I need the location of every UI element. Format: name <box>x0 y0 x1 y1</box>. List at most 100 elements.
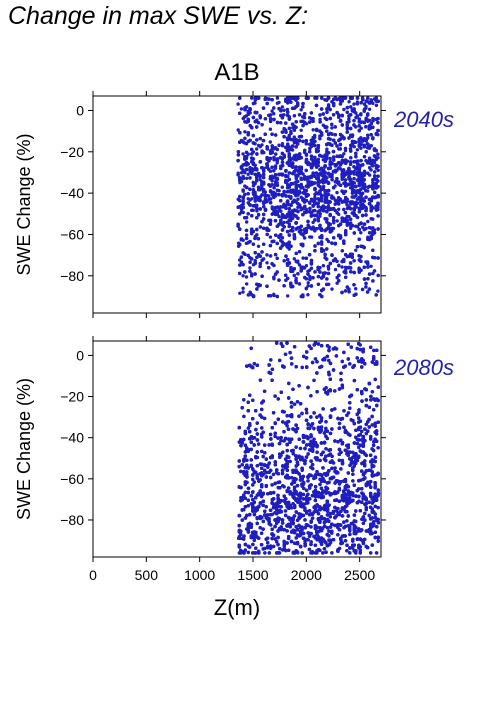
data-point <box>337 113 341 117</box>
data-point <box>291 138 295 142</box>
data-point <box>272 195 276 199</box>
data-point <box>311 119 315 123</box>
data-point <box>320 294 324 299</box>
data-point <box>308 235 312 239</box>
data-point <box>294 183 298 187</box>
data-point <box>285 261 290 266</box>
data-point <box>309 154 314 158</box>
data-point <box>258 207 262 211</box>
data-point <box>342 207 346 212</box>
data-point <box>376 227 380 231</box>
data-point <box>352 211 356 216</box>
data-point <box>294 280 298 285</box>
data-point <box>287 148 291 152</box>
y-tick-label: −20 <box>60 144 84 160</box>
data-point <box>369 264 373 268</box>
data-point <box>250 274 254 278</box>
data-point <box>335 190 339 195</box>
data-point <box>287 233 291 237</box>
data-point <box>253 96 257 100</box>
data-point <box>309 211 314 216</box>
data-point <box>352 202 356 206</box>
data-point <box>308 277 312 282</box>
data-point <box>239 255 244 259</box>
data-point <box>284 145 288 150</box>
data-point <box>263 193 267 198</box>
data-point <box>246 172 250 176</box>
data-point <box>323 155 327 159</box>
data-point <box>277 143 281 147</box>
data-point <box>301 243 305 248</box>
data-point <box>287 117 292 121</box>
data-point <box>326 204 331 209</box>
data-point <box>367 202 372 206</box>
data-point <box>323 159 327 163</box>
data-point <box>321 112 325 116</box>
data-point <box>303 231 307 235</box>
data-point <box>273 252 278 257</box>
data-point <box>304 157 309 162</box>
data-point <box>355 245 360 249</box>
data-point <box>243 270 247 274</box>
period-label: 2040s <box>393 107 454 132</box>
data-point <box>297 250 302 254</box>
data-point <box>297 229 302 234</box>
data-point <box>262 188 266 192</box>
data-point <box>357 270 361 274</box>
data-point <box>338 147 342 151</box>
data-point <box>297 263 302 267</box>
data-point <box>248 260 252 264</box>
data-point <box>292 128 297 132</box>
data-point <box>268 254 273 258</box>
data-point <box>284 169 288 173</box>
data-point <box>306 269 310 273</box>
data-point <box>261 138 266 143</box>
data-point <box>352 206 356 210</box>
data-point <box>328 156 332 161</box>
data-point <box>318 167 322 172</box>
data-point <box>238 111 242 115</box>
data-point <box>239 107 244 111</box>
data-point <box>313 174 317 178</box>
data-point <box>296 168 300 173</box>
data-point <box>278 205 283 209</box>
data-point <box>287 126 292 130</box>
data-point <box>352 102 356 106</box>
data-point <box>265 155 269 160</box>
data-point <box>265 165 269 169</box>
data-point <box>344 196 348 200</box>
data-point <box>289 163 293 167</box>
data-point <box>285 245 290 249</box>
data-point <box>327 188 331 193</box>
data-point <box>332 155 336 159</box>
data-point <box>263 207 268 212</box>
data-point <box>345 110 349 115</box>
data-point <box>345 123 349 127</box>
data-point <box>347 120 351 124</box>
data-point <box>362 245 366 250</box>
data-point <box>275 176 279 181</box>
data-point <box>253 172 257 177</box>
data-point <box>316 241 320 246</box>
data-point <box>250 208 254 212</box>
data-point <box>301 293 305 297</box>
data-point <box>371 180 375 185</box>
data-point <box>371 232 375 236</box>
data-point <box>260 274 264 278</box>
data-point <box>352 140 356 145</box>
data-point <box>237 241 241 245</box>
data-point <box>319 240 324 244</box>
data-point <box>350 144 355 148</box>
data-point <box>279 220 283 224</box>
data-point <box>318 235 322 239</box>
data-point <box>374 103 379 108</box>
data-point <box>330 122 334 127</box>
data-point <box>316 274 321 279</box>
data-point <box>280 144 285 148</box>
data-point <box>299 167 303 171</box>
data-point <box>246 139 250 144</box>
data-point <box>255 147 259 151</box>
data-point <box>364 209 368 213</box>
data-point <box>255 110 259 115</box>
data-point <box>374 293 378 297</box>
